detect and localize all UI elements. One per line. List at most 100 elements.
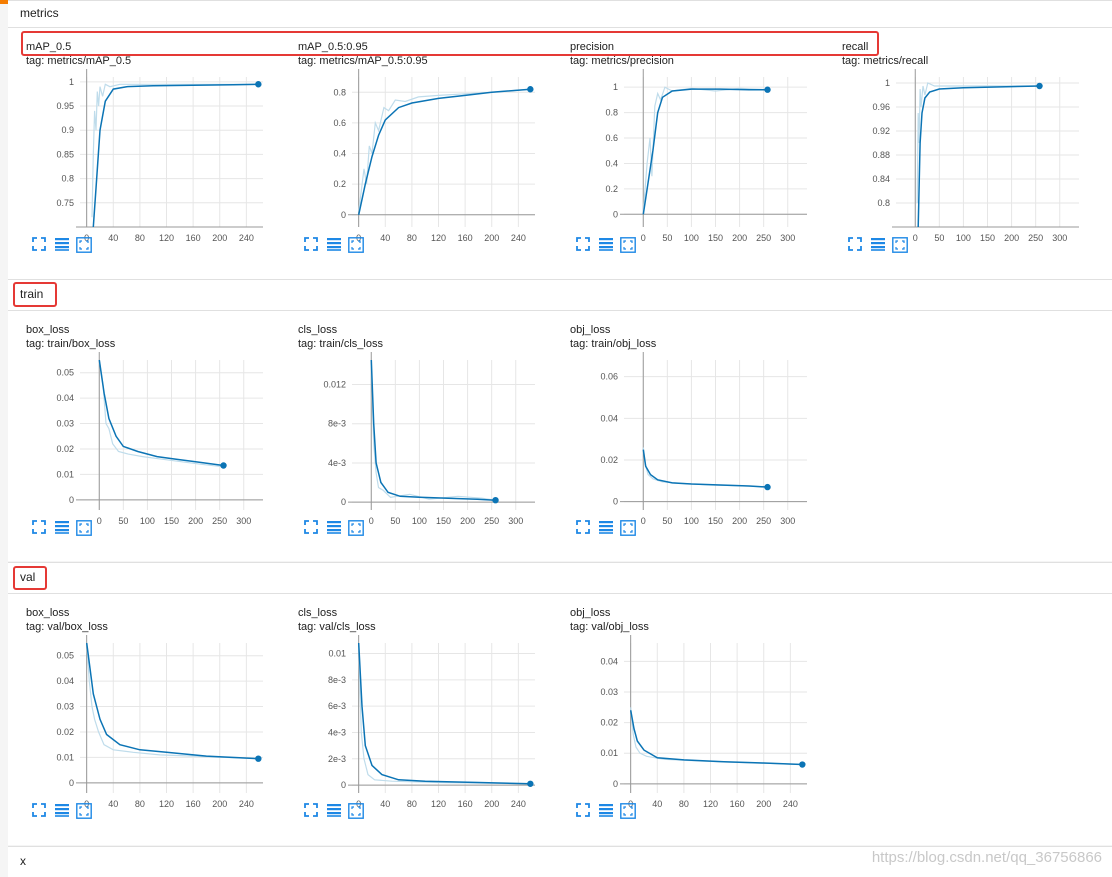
fullscreen-icon[interactable] (32, 237, 50, 255)
x-tick-label: 160 (458, 799, 473, 807)
x-tick-label: 50 (118, 516, 128, 524)
series-raw-line (642, 86, 768, 212)
y-tick-label: 0.92 (872, 126, 890, 136)
section-header-train[interactable]: train (8, 280, 1112, 311)
chart-card: recall tag: metrics/recall 1 0.96 0.92 0.88… (824, 41, 1089, 271)
y-tick-label: 0.85 (56, 149, 74, 159)
chart-toolbar (32, 803, 98, 823)
x-tick-label: 50 (662, 233, 672, 241)
fullscreen-icon[interactable] (848, 237, 866, 255)
toggle-y-log-icon[interactable] (598, 237, 616, 255)
section-header-val[interactable]: val (8, 563, 1112, 594)
toggle-y-log-icon[interactable] (598, 803, 616, 821)
y-tick-label: 0 (613, 779, 618, 789)
x-tick-label: 40 (108, 799, 118, 807)
fullscreen-icon[interactable] (304, 520, 322, 538)
chart-name: box_loss (26, 324, 70, 336)
x-tick-label: 150 (708, 516, 723, 524)
toggle-y-log-icon[interactable] (326, 520, 344, 538)
section-metrics: metrics mAP_0.5 tag: metrics/mAP_0.5 1 0.… (8, 0, 1112, 279)
chart-name: obj_loss (570, 324, 611, 336)
toggle-y-log-icon[interactable] (870, 237, 888, 255)
y-tick-label: 0.03 (600, 687, 618, 697)
y-tick-label: 0.02 (56, 727, 74, 737)
x-tick-label: 300 (1052, 233, 1067, 241)
fit-domain-icon[interactable] (76, 803, 94, 821)
x-tick-label: 50 (662, 516, 672, 524)
last-point-marker (799, 761, 806, 768)
line-chart[interactable]: 0.06 0.04 0.02 0 0 50 100 150 200 250 300 (552, 352, 817, 524)
chart-tag: tag: val/box_loss (26, 621, 108, 633)
y-tick-label: 0.6 (605, 133, 618, 143)
x-tick-label: 240 (511, 799, 526, 807)
last-point-marker (764, 483, 771, 491)
line-chart[interactable]: 0.04 0.03 0.02 0.01 0 0 40 80 120 160 200 240 (552, 635, 817, 807)
fullscreen-icon[interactable] (576, 803, 594, 821)
line-chart[interactable]: 1 0.8 0.6 0.4 0.2 0 0 50 100 150 200 250 300 (552, 69, 817, 241)
x-tick-label: 0 (356, 233, 361, 241)
x-tick-label: 40 (380, 799, 390, 807)
x-tick-label: 200 (1004, 233, 1019, 241)
line-chart[interactable]: 0.05 0.04 0.03 0.02 0.01 0 0 50 100 150 200 250 300 (8, 352, 273, 524)
x-tick-label: 250 (484, 516, 499, 524)
chart-card: cls_loss tag: train/cls_loss 0.012 8e-3 4e… (280, 324, 545, 554)
toggle-y-log-icon[interactable] (598, 520, 616, 538)
fullscreen-icon[interactable] (32, 520, 50, 538)
fit-domain-icon[interactable] (892, 237, 910, 255)
toggle-y-log-icon[interactable] (54, 803, 72, 821)
fit-domain-icon[interactable] (620, 520, 638, 538)
toggle-y-log-icon[interactable] (326, 237, 344, 255)
series-smoothed-line (85, 642, 259, 760)
fullscreen-icon[interactable] (576, 520, 594, 538)
section-title: train (20, 287, 44, 301)
y-tick-label: 0.88 (872, 150, 890, 160)
fit-domain-icon[interactable] (620, 237, 638, 255)
x-tick-label: 40 (380, 233, 390, 241)
fit-domain-icon[interactable] (76, 237, 94, 255)
y-tick-label: 0.8 (605, 108, 618, 118)
line-chart[interactable]: 0.012 8e-3 4e-3 0 0 50 100 150 200 250 300 (280, 352, 545, 524)
toggle-y-log-icon[interactable] (326, 803, 344, 821)
x-tick-label: 250 (756, 516, 771, 524)
line-chart[interactable]: 0.01 8e-3 6e-3 4e-3 2e-3 0 0 40 80 120 160 200 240 (280, 635, 545, 807)
x-tick-label: 50 (390, 516, 400, 524)
y-tick-label: 0.04 (56, 393, 74, 403)
fullscreen-icon[interactable] (576, 237, 594, 255)
line-chart[interactable]: 1 0.96 0.92 0.88 0.84 0.8 0 50 100 150 200 250 300 (824, 69, 1089, 241)
fit-domain-icon[interactable] (348, 803, 366, 821)
x-tick-label: 300 (780, 233, 795, 241)
x-tick-label: 0 (356, 799, 361, 807)
y-tick-label: 0.05 (56, 651, 74, 661)
fit-domain-icon[interactable] (348, 237, 366, 255)
x-tick-label: 200 (188, 516, 203, 524)
x-tick-label: 80 (679, 799, 689, 807)
x-tick-label: 240 (239, 799, 254, 807)
y-tick-label: 0.05 (56, 368, 74, 378)
fit-domain-icon[interactable] (348, 520, 366, 538)
x-tick-label: 150 (164, 516, 179, 524)
fit-domain-icon[interactable] (76, 520, 94, 538)
x-tick-label: 0 (84, 799, 89, 807)
line-chart[interactable]: 1 0.95 0.9 0.85 0.8 0.75 0 40 80 120 160 200 240 (8, 69, 273, 241)
section-x[interactable]: x (8, 846, 1112, 877)
line-chart[interactable]: 0.05 0.04 0.03 0.02 0.01 0 0 40 80 120 160 200 240 (8, 635, 273, 807)
line-chart[interactable]: 0.8 0.6 0.4 0.2 0 0 40 80 120 160 200 240 (280, 69, 545, 241)
fullscreen-icon[interactable] (304, 237, 322, 255)
y-tick-label: 0.8 (877, 198, 890, 208)
fullscreen-icon[interactable] (304, 803, 322, 821)
y-tick-label: 0.03 (56, 419, 74, 429)
toggle-y-log-icon[interactable] (54, 237, 72, 255)
y-tick-label: 0.2 (333, 179, 346, 189)
fullscreen-icon[interactable] (32, 803, 50, 821)
y-tick-label: 0.75 (56, 198, 74, 208)
fit-domain-icon[interactable] (620, 803, 638, 821)
y-tick-label: 0.8 (61, 174, 74, 184)
y-tick-label: 0.9 (61, 125, 74, 135)
toggle-y-log-icon[interactable] (54, 520, 72, 538)
x-tick-label: 200 (212, 233, 227, 241)
section-title: val (20, 570, 36, 584)
y-tick-label: 0.04 (600, 656, 618, 666)
y-tick-label: 0.01 (600, 748, 618, 758)
x-tick-label: 80 (407, 233, 417, 241)
section-header-metrics[interactable]: metrics (8, 1, 1112, 28)
